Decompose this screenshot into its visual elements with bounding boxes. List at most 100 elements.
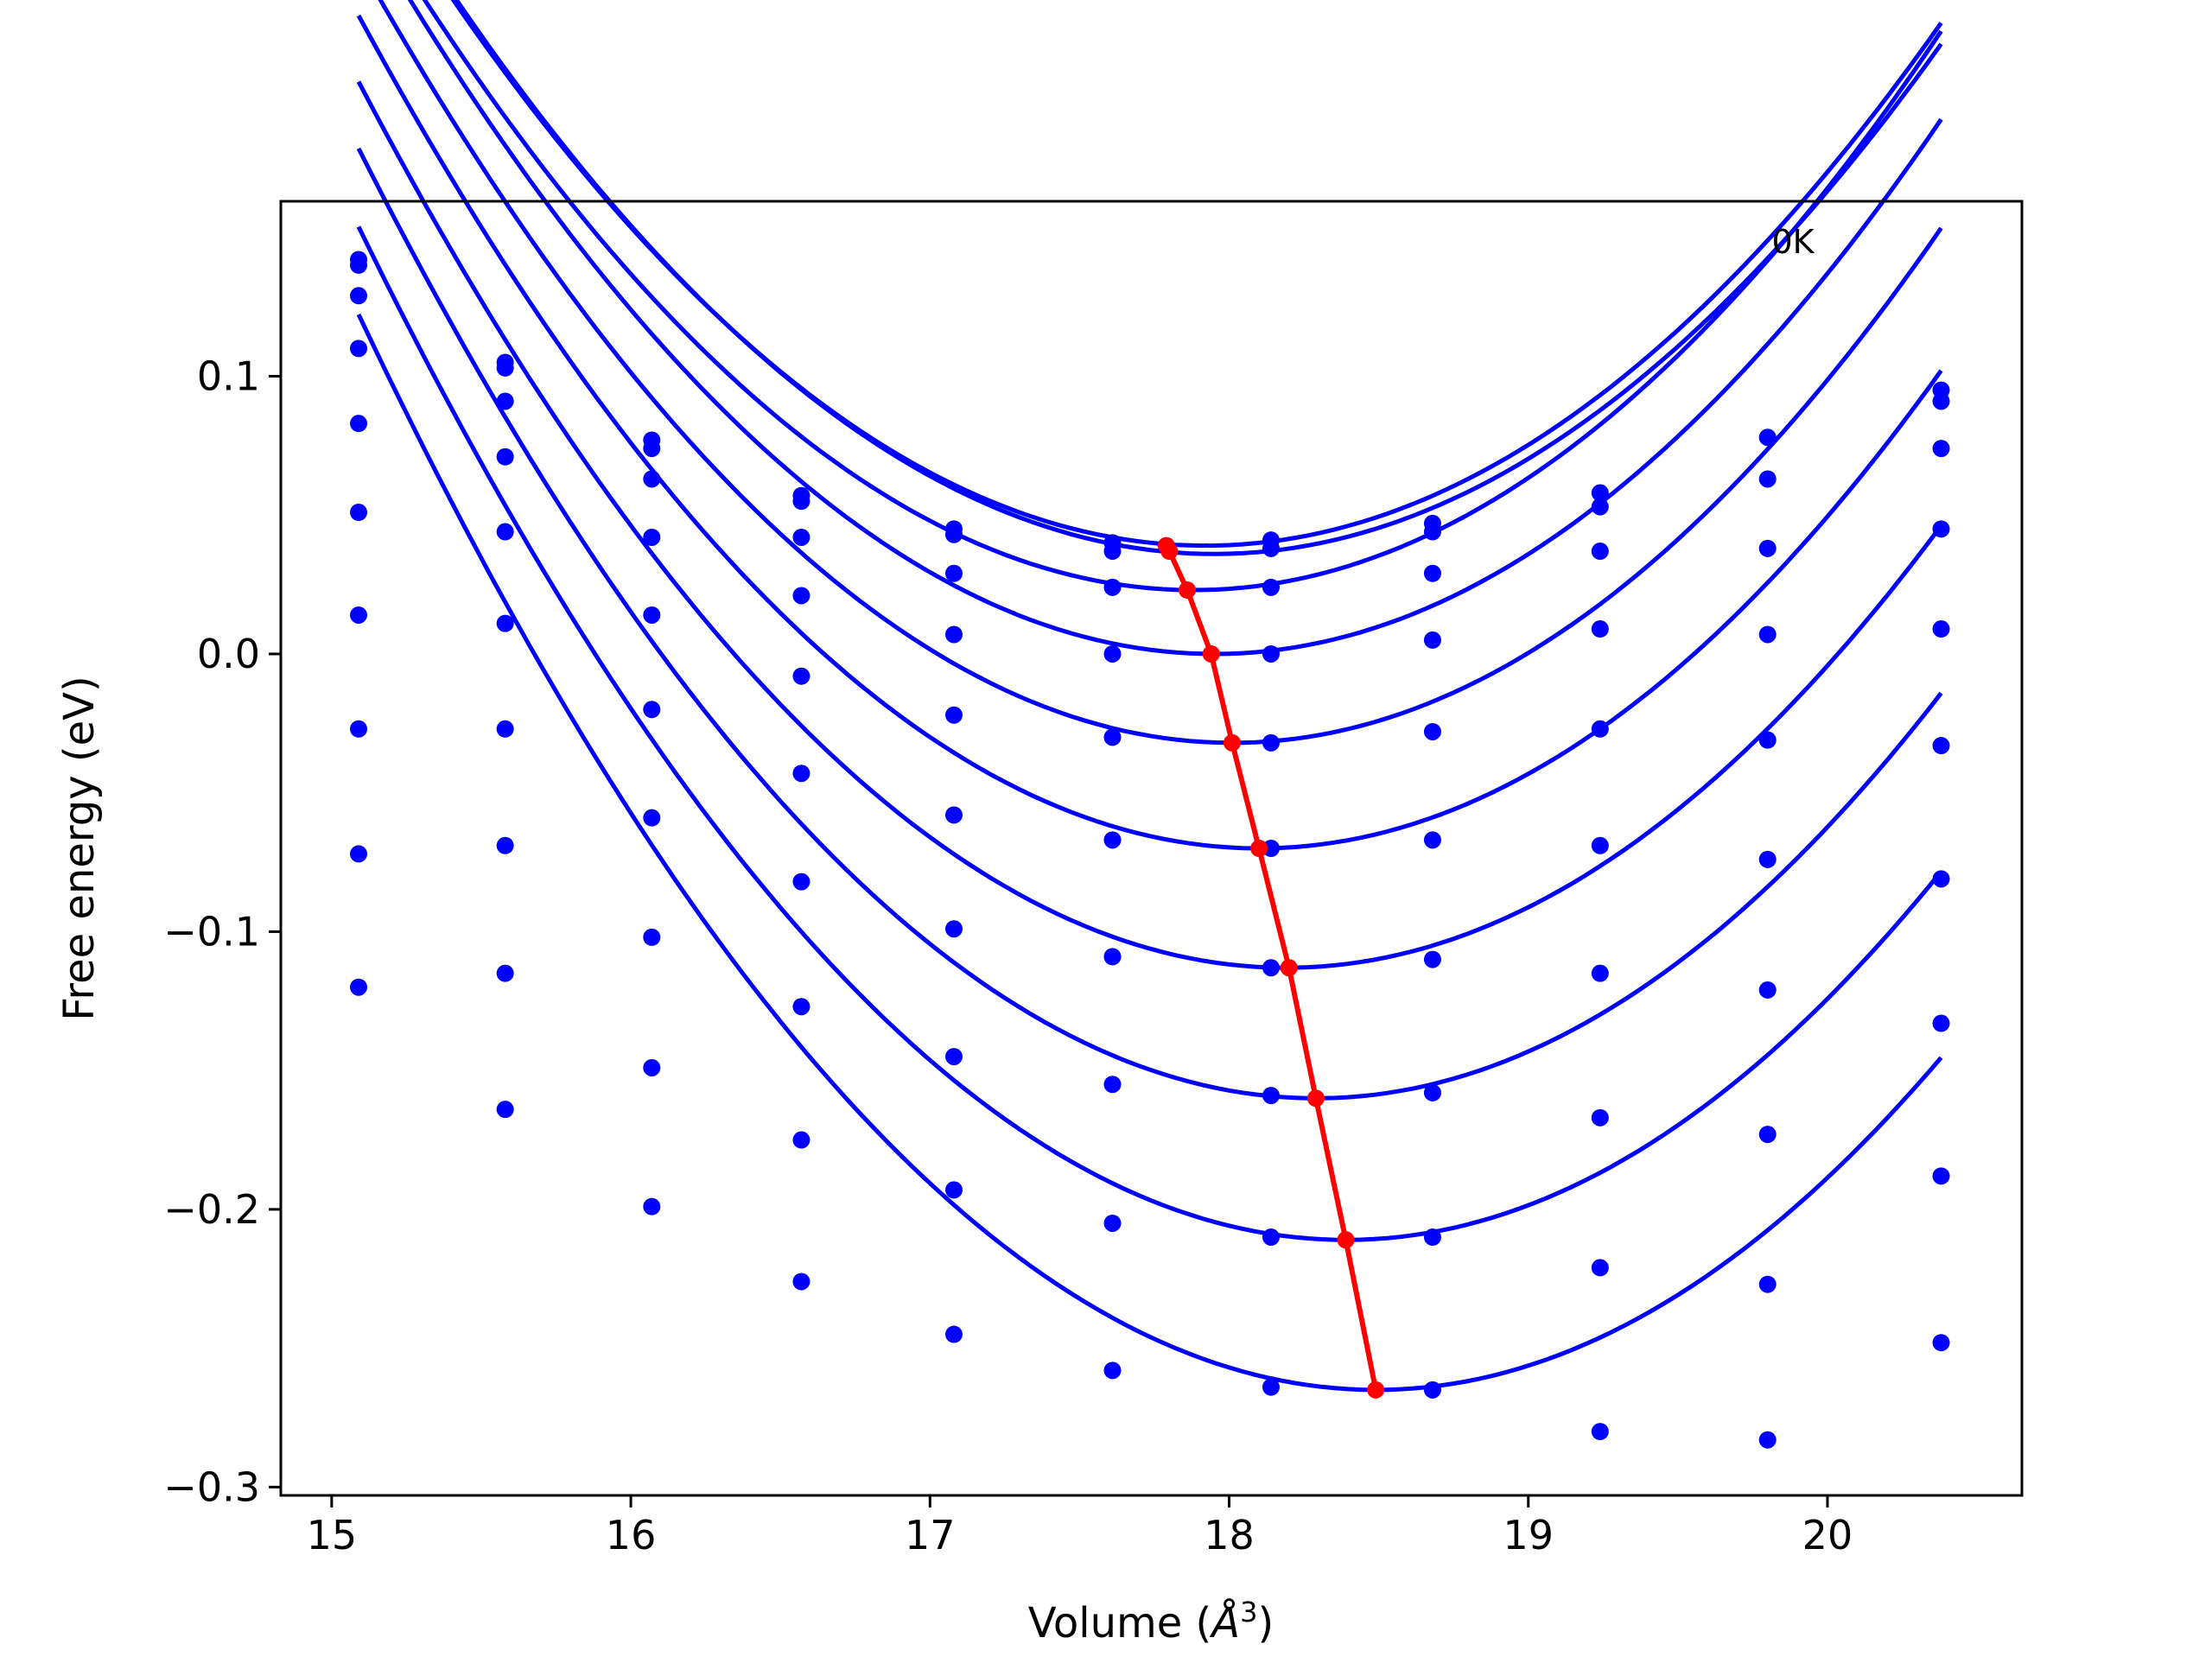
data-point [1932, 392, 1950, 410]
y-axis-label: Free energy (eV) [55, 676, 104, 1020]
data-point [1591, 620, 1609, 638]
data-point [944, 1048, 963, 1066]
data-point [1932, 520, 1950, 538]
data-point [1262, 578, 1280, 596]
data-point [1423, 950, 1441, 968]
data-point [1262, 1087, 1280, 1105]
x-axis-unit-base: Å [1209, 1598, 1240, 1647]
data-point [350, 978, 368, 996]
plot-frame [279, 200, 2024, 1497]
minimum-point [1179, 581, 1197, 600]
data-point [1103, 644, 1122, 663]
data-point [944, 525, 963, 543]
data-point [1758, 981, 1777, 999]
x-tick-label: 15 [307, 1512, 358, 1558]
data-point [643, 701, 661, 719]
data-point [1103, 948, 1122, 966]
data-point [643, 809, 661, 827]
x-tick-label: 16 [606, 1512, 657, 1558]
data-point [1758, 470, 1777, 488]
data-point [1758, 731, 1777, 749]
data-point [350, 287, 368, 305]
minimum-point [1280, 959, 1298, 977]
data-point [1262, 644, 1280, 663]
data-point [1932, 1334, 1950, 1352]
data-point [792, 765, 810, 783]
data-point [496, 614, 514, 632]
data-point [496, 359, 514, 377]
x-axis-label-text: Volume [1028, 1599, 1183, 1647]
data-point [1262, 1228, 1280, 1247]
minimum-point [1160, 543, 1179, 561]
axes: 15 16 17 18 19 20 −0.3 −0.2 −0.1 0.0 0.1 [163, 353, 1853, 1558]
data-point [496, 523, 514, 541]
data-point [1103, 1214, 1122, 1232]
minimum-point [1306, 1089, 1325, 1108]
minimum-point [1202, 644, 1220, 663]
data-point [643, 1058, 661, 1076]
y-tick-label: 0.0 [197, 631, 260, 677]
data-point [643, 470, 661, 488]
data-point [1423, 722, 1441, 740]
fit-curve [356, 313, 1943, 1393]
data-point [1932, 737, 1950, 755]
data-point [1591, 1259, 1609, 1277]
data-point [944, 564, 963, 582]
data-point [1591, 484, 1609, 502]
data-point [350, 504, 368, 522]
data-point [792, 998, 810, 1016]
data-point [792, 873, 810, 891]
data-point [1932, 440, 1950, 458]
data-point [496, 1101, 514, 1119]
x-tick-label: 17 [905, 1512, 956, 1558]
data-point [643, 1197, 661, 1216]
data-point [350, 256, 368, 274]
minimum-point [1337, 1231, 1355, 1249]
fit-curve [422, 0, 1943, 593]
data-point [944, 1181, 963, 1199]
annotation-label: 0K [1771, 223, 1815, 261]
data-point [1423, 631, 1441, 649]
data-point [792, 587, 810, 605]
data-point [1103, 831, 1122, 849]
data-point [1423, 1083, 1441, 1101]
x-tick-label: 20 [1802, 1512, 1853, 1558]
data-point [1591, 498, 1609, 516]
data-point [1103, 1076, 1122, 1094]
data-point [1103, 578, 1122, 596]
data-point [944, 806, 963, 824]
fit-curve [356, 147, 1943, 1101]
fit-curve [356, 14, 1943, 851]
minimum-point [1223, 733, 1241, 752]
data-point [643, 528, 661, 546]
data-point [1103, 543, 1122, 561]
fit-curve [450, 0, 1943, 549]
data-point [1932, 1167, 1950, 1185]
y-tick-label: −0.3 [163, 1463, 260, 1510]
data-point [1932, 1014, 1950, 1032]
data-point [792, 667, 810, 685]
data-point [496, 836, 514, 854]
fit-curve [356, 225, 1943, 1242]
data-point [1262, 733, 1280, 752]
data-point [1423, 831, 1441, 849]
data-point [792, 1131, 810, 1149]
fit-curve [454, 0, 1943, 556]
data-point [496, 964, 514, 982]
data-point [1262, 959, 1280, 977]
data-point [350, 415, 368, 433]
data-point [1758, 539, 1777, 557]
data-point [1103, 728, 1122, 746]
data-point [350, 720, 368, 738]
data-point [1262, 1378, 1280, 1396]
data-point [1758, 1126, 1777, 1144]
data-point [350, 606, 368, 624]
data-point [1262, 539, 1280, 557]
data-point [944, 920, 963, 938]
data-point [792, 492, 810, 511]
data-point [1103, 1362, 1122, 1380]
minimum-point [1250, 840, 1268, 857]
x-tick-label: 19 [1503, 1512, 1554, 1558]
